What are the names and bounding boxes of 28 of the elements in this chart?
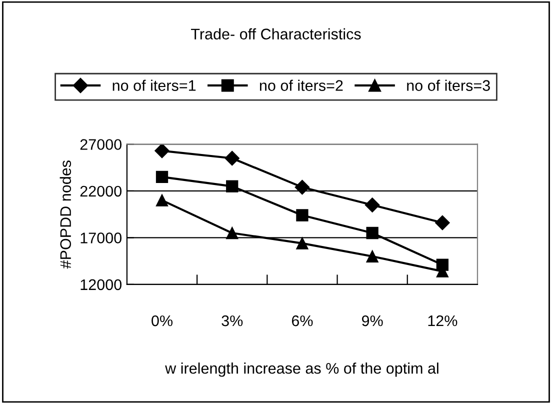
x-tick-label: 3%: [222, 315, 243, 326]
y-axis-title: #POPDD nodes: [60, 160, 72, 269]
point: [296, 209, 308, 222]
point: [366, 250, 378, 262]
y-tick-label: 17000: [80, 232, 122, 244]
point: [226, 180, 238, 192]
y-tick-label: 22000: [80, 186, 122, 197]
point: [435, 215, 450, 230]
point: [224, 150, 240, 166]
point: [296, 237, 308, 250]
point: [366, 226, 378, 240]
legend-label: no of iters=2: [260, 80, 343, 91]
point: [156, 170, 168, 184]
point: [156, 194, 168, 206]
x-tick-label: 9%: [362, 315, 383, 326]
point: [154, 144, 170, 158]
legend-label: no of iters=1: [112, 80, 196, 91]
point: [226, 226, 238, 240]
point: [364, 198, 380, 212]
x-tick-label: 6%: [292, 315, 313, 326]
x-tick-label: 0%: [152, 315, 173, 326]
y-tick-label: 12000: [80, 279, 122, 290]
x-axis-title: w irelength increase as % of the optim al: [165, 362, 438, 377]
legend-label: no of iters=3: [407, 80, 490, 91]
chart-title: Trade- off Characteristics: [191, 28, 361, 40]
x-tick-label: 12%: [428, 315, 458, 326]
y-tick-label: 27000: [80, 139, 122, 150]
point: [294, 180, 310, 195]
